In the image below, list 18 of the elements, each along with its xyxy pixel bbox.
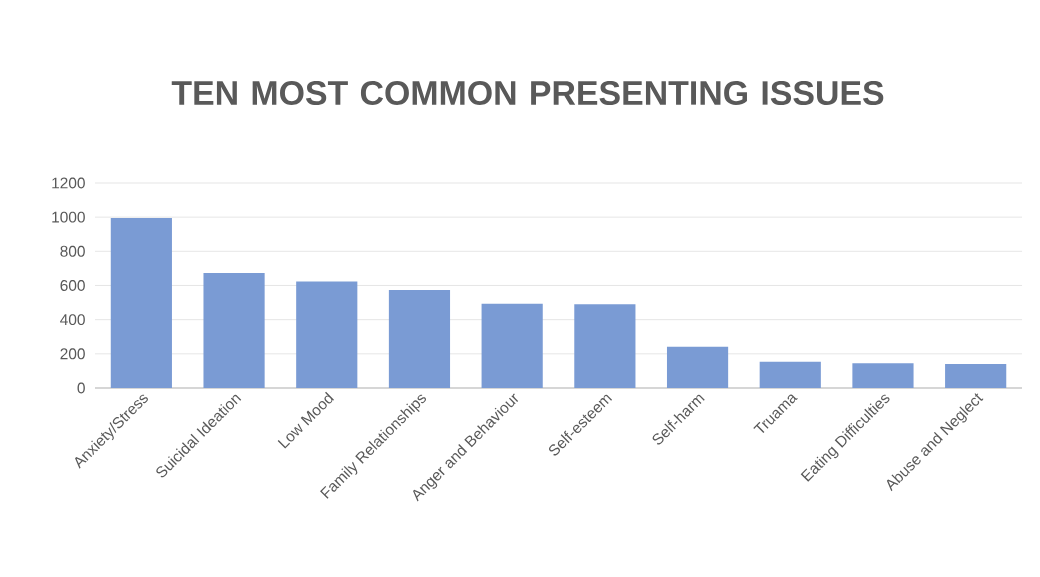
y-tick-label: 800 [60, 245, 85, 257]
y-tick-label: 0 [77, 382, 85, 394]
bar [110, 218, 172, 388]
y-tick-label: 400 [60, 314, 85, 326]
bar [481, 303, 543, 388]
y-tick-label: 200 [60, 348, 85, 360]
bar [296, 281, 358, 388]
y-tick-label: 1200 [52, 177, 85, 189]
y-tick-label: 600 [60, 280, 85, 291]
bar [574, 304, 636, 388]
bar [759, 361, 821, 388]
bar [388, 290, 451, 388]
y-tick-label: 1000 [52, 211, 85, 223]
bar [945, 363, 1007, 388]
bar [203, 273, 265, 388]
chart-title: TEN MOST COMMON PRESENTING ISSUES [171, 80, 884, 105]
bar [852, 363, 914, 388]
bar [666, 346, 729, 388]
